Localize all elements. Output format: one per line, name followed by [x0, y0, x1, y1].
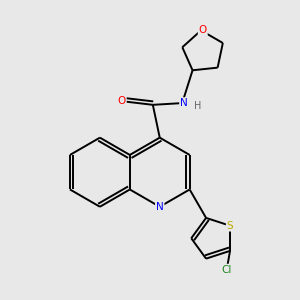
- Text: H: H: [194, 101, 201, 111]
- Text: O: O: [199, 26, 207, 35]
- Text: N: N: [180, 98, 188, 108]
- Text: S: S: [227, 221, 233, 231]
- Text: N: N: [156, 202, 164, 212]
- Text: Cl: Cl: [221, 265, 232, 275]
- Text: O: O: [118, 96, 126, 106]
